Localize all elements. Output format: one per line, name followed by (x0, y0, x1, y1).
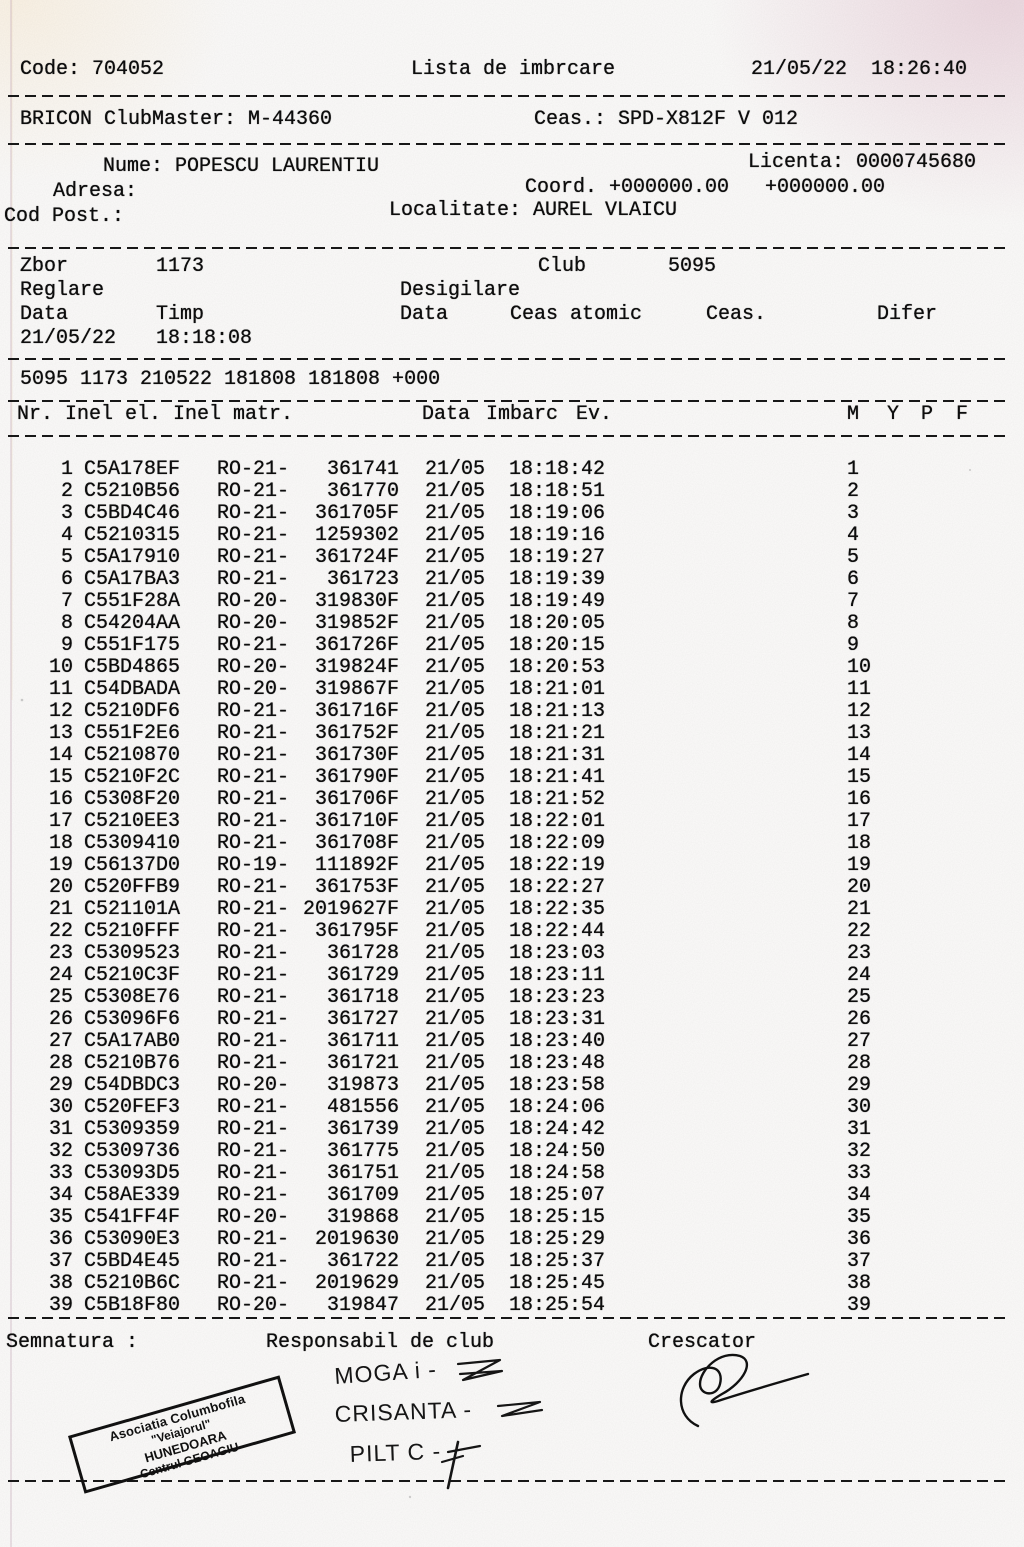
svg-text:PILT C -: PILT C - (349, 1438, 441, 1467)
svg-text:CRISANTA -: CRISANTA - (334, 1396, 472, 1427)
svg-text:MOGA i -: MOGA i - (334, 1356, 438, 1389)
